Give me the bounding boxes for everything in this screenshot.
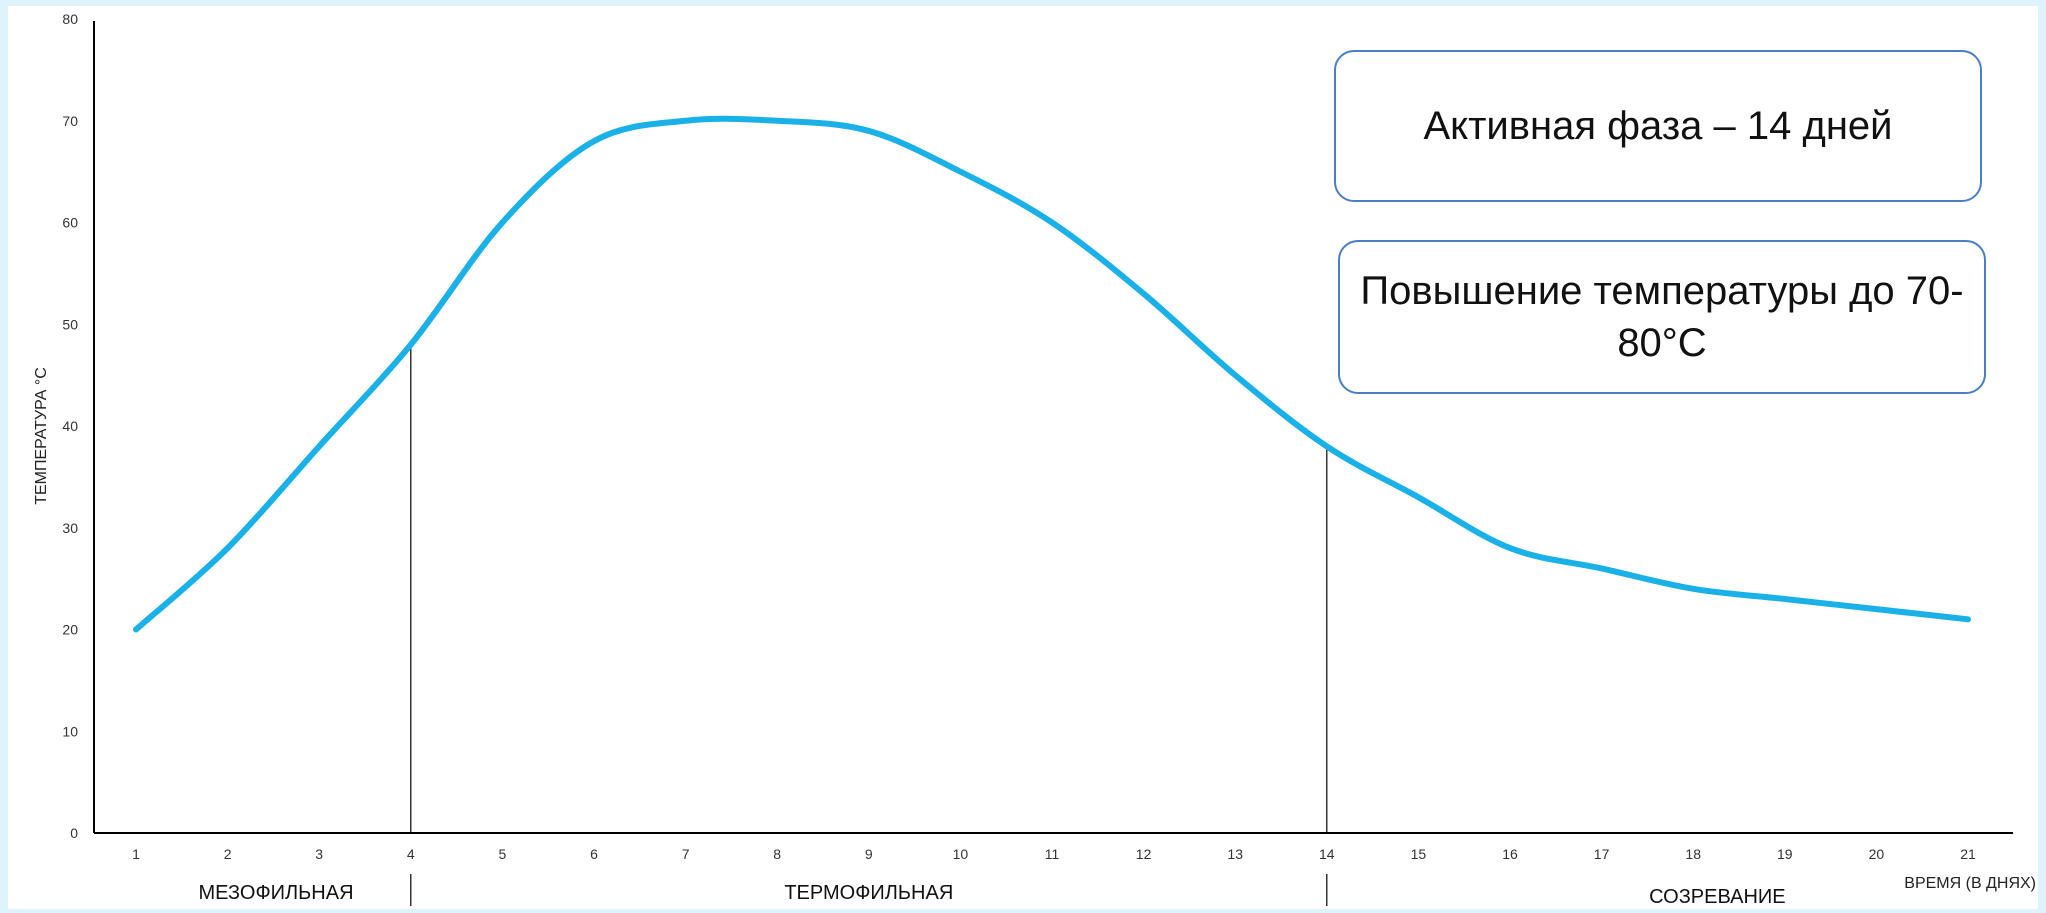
x-tick-label: 16 xyxy=(1502,846,1518,862)
phase-label-mesophilic: МЕЗОФИЛЬНАЯ xyxy=(198,882,353,904)
x-tick-label: 17 xyxy=(1594,846,1610,862)
x-axis-ticks: 1 2 3 4 5 6 7 8 9 10 11 12 13 14 15 16 17 18 19 20 21 xyxy=(132,846,1976,862)
x-tick-label: 10 xyxy=(953,846,969,862)
chart-frame: 0 10 20 30 40 50 60 70 80 1 2 3 4 5 6 7 8 9 10 11 12 13 14 15 1… xyxy=(8,6,2038,909)
y-tick-label: 20 xyxy=(62,622,78,638)
x-tick-label: 12 xyxy=(1136,846,1152,862)
x-tick-label: 1 xyxy=(132,846,140,862)
y-axis-ticks: 0 10 20 30 40 50 60 70 80 xyxy=(62,11,78,841)
x-tick-label: 8 xyxy=(773,846,781,862)
y-tick-label: 30 xyxy=(62,520,78,536)
x-tick-label: 20 xyxy=(1869,846,1885,862)
temperature-rise-text: Повышение температуры до 70-80°C xyxy=(1360,269,1964,365)
temperature-series-line xyxy=(133,115,1971,633)
active-phase-callout: Активная фаза – 14 дней xyxy=(1334,50,1982,202)
x-tick-label: 19 xyxy=(1777,846,1793,862)
x-tick-label: 13 xyxy=(1227,846,1243,862)
x-tick-label: 3 xyxy=(315,846,323,862)
x-tick-label: 7 xyxy=(682,846,690,862)
x-tick-label: 4 xyxy=(407,846,415,862)
x-tick-label: 14 xyxy=(1319,846,1335,862)
y-tick-label: 50 xyxy=(62,316,78,332)
phase-label-thermophilic: ТЕРМОФИЛЬНАЯ xyxy=(784,882,953,904)
y-tick-label: 0 xyxy=(70,825,78,841)
x-tick-label: 11 xyxy=(1045,846,1060,862)
y-tick-label: 60 xyxy=(62,215,78,231)
x-tick-label: 9 xyxy=(865,846,873,862)
x-tick-label: 6 xyxy=(590,846,598,862)
y-tick-label: 40 xyxy=(62,418,78,434)
x-tick-label: 18 xyxy=(1685,846,1701,862)
x-axis-title: ВРЕМЯ (В ДНЯХ) xyxy=(1904,875,2036,892)
x-tick-label: 21 xyxy=(1960,846,1976,862)
phase-label-maturation: СОЗРЕВАНИЕ xyxy=(1649,886,1786,908)
x-tick-label: 5 xyxy=(499,846,507,862)
y-tick-label: 80 xyxy=(62,11,78,27)
phase-dividers xyxy=(410,344,1328,906)
x-tick-label: 15 xyxy=(1411,846,1427,862)
y-axis-title: ТЕМПЕРАТУРА °C xyxy=(33,367,50,505)
y-tick-label: 10 xyxy=(62,723,78,739)
x-tick-label: 2 xyxy=(224,846,232,862)
active-phase-text: Активная фаза – 14 дней xyxy=(1423,104,1893,148)
y-tick-label: 70 xyxy=(62,113,78,129)
temperature-rise-callout: Повышение температуры до 70-80°C xyxy=(1338,240,1986,394)
